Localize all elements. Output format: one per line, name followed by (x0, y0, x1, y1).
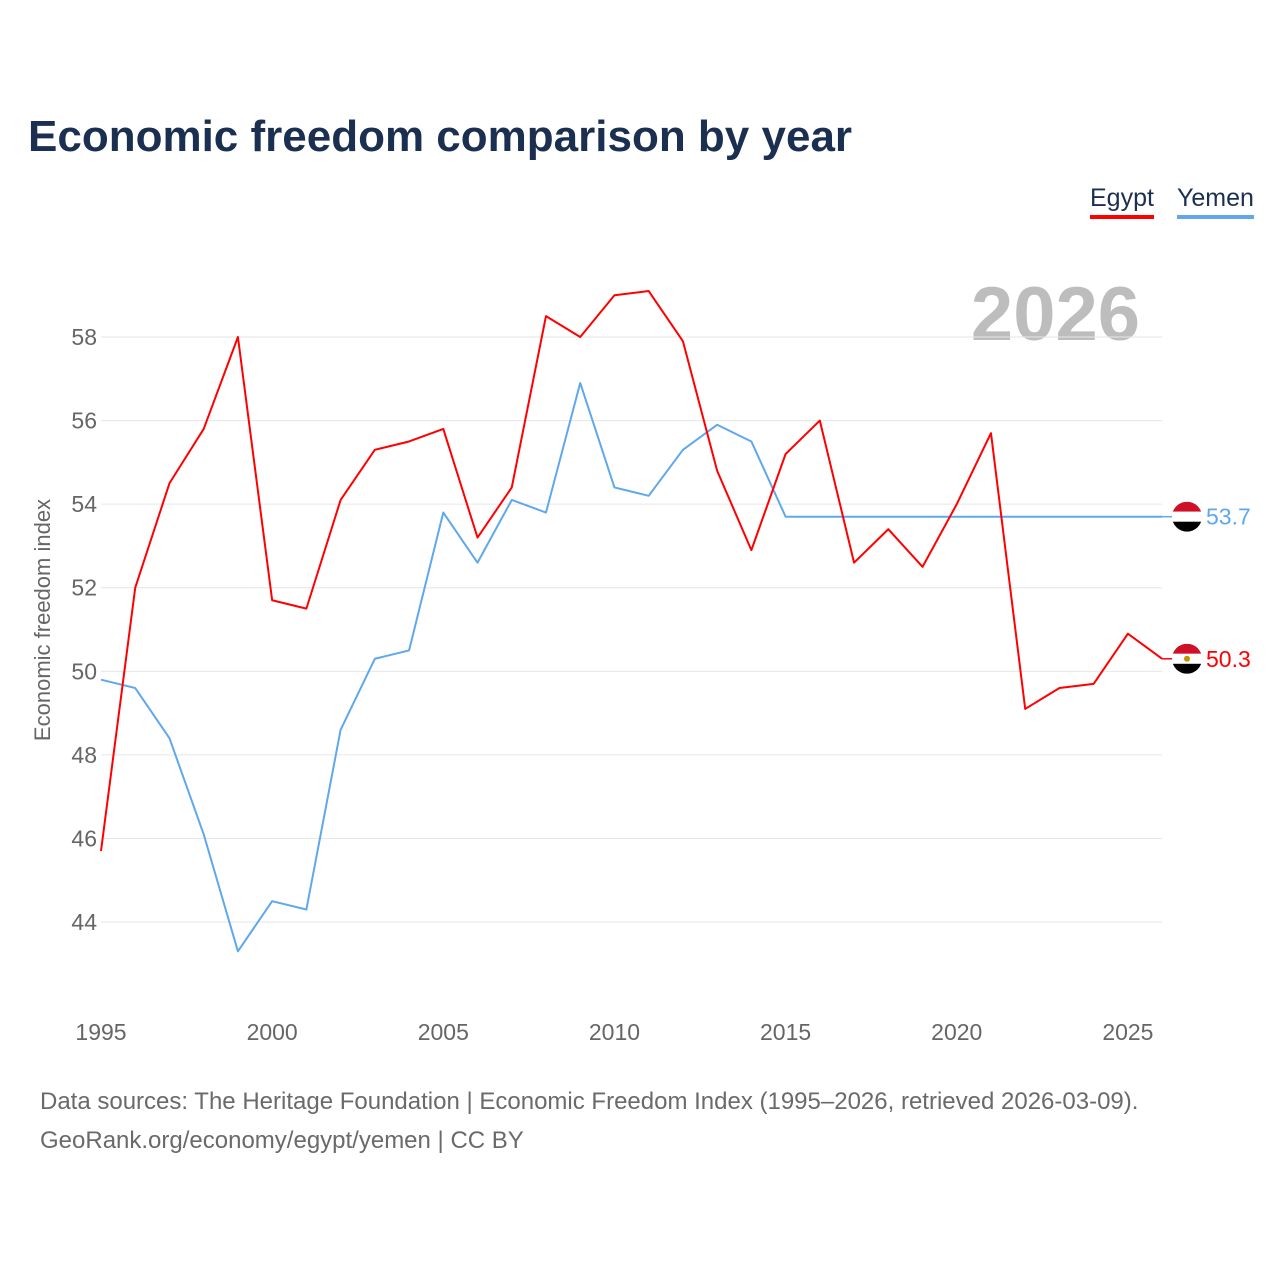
y-axis-label: Economic freedom index (30, 499, 55, 741)
legend-egypt[interactable]: Egypt (1090, 184, 1154, 219)
x-tick-label: 2000 (247, 1019, 298, 1045)
series-line-yemen (100, 381, 1163, 953)
y-tick-label: 46 (71, 825, 97, 851)
x-tick-label: 2010 (589, 1019, 640, 1045)
egypt-flag-icon (1172, 643, 1202, 674)
x-tick-label: 2005 (418, 1019, 469, 1045)
x-tick-label: 1995 (75, 1019, 126, 1045)
end-value-label-egypt: 50.3 (1206, 646, 1251, 672)
y-tick-label: 50 (71, 658, 97, 684)
x-tick-label: 2020 (931, 1019, 982, 1045)
y-tick-label: 48 (71, 742, 97, 768)
flag-stripe-white (1172, 511, 1202, 522)
legend-yemen[interactable]: Yemen (1177, 184, 1254, 219)
flag-stripe-black (1172, 521, 1202, 532)
x-tick-label: 2025 (1102, 1019, 1153, 1045)
yemen-flag-icon (1172, 501, 1202, 532)
chart-title: Economic freedom comparison by year (28, 112, 853, 161)
series-line-egypt (100, 290, 1163, 852)
y-tick-label: 58 (71, 324, 97, 350)
y-tick-label: 54 (71, 491, 97, 517)
y-tick-label: 52 (71, 575, 97, 601)
flag-stripe-black (1172, 663, 1202, 674)
year-watermark: 2026 (971, 272, 1140, 357)
y-tick-label: 44 (71, 909, 97, 935)
source-note: Data sources: The Heritage Foundation | … (40, 1088, 1139, 1115)
flag-eagle (1184, 655, 1190, 662)
flag-stripe-red (1172, 501, 1202, 512)
source-url[interactable]: GeoRank.org/economy/egypt/yemen | CC BY (40, 1127, 524, 1154)
x-tick-label: 2015 (760, 1019, 811, 1045)
end-value-label-yemen: 53.7 (1206, 504, 1251, 530)
y-tick-label: 56 (71, 408, 97, 434)
flag-stripe-red (1172, 643, 1202, 654)
